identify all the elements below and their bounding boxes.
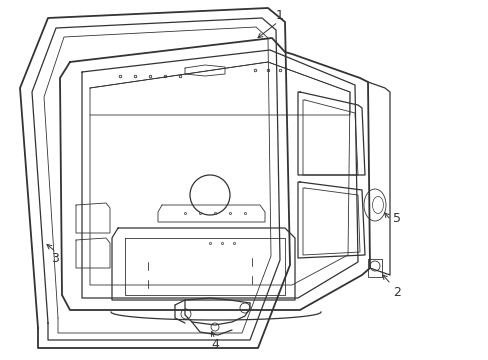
Text: 4: 4 xyxy=(211,338,219,351)
Text: 5: 5 xyxy=(392,212,400,225)
Text: 3: 3 xyxy=(51,252,59,265)
Text: 2: 2 xyxy=(392,285,400,298)
Text: 1: 1 xyxy=(276,9,284,22)
Bar xyxy=(367,259,381,277)
